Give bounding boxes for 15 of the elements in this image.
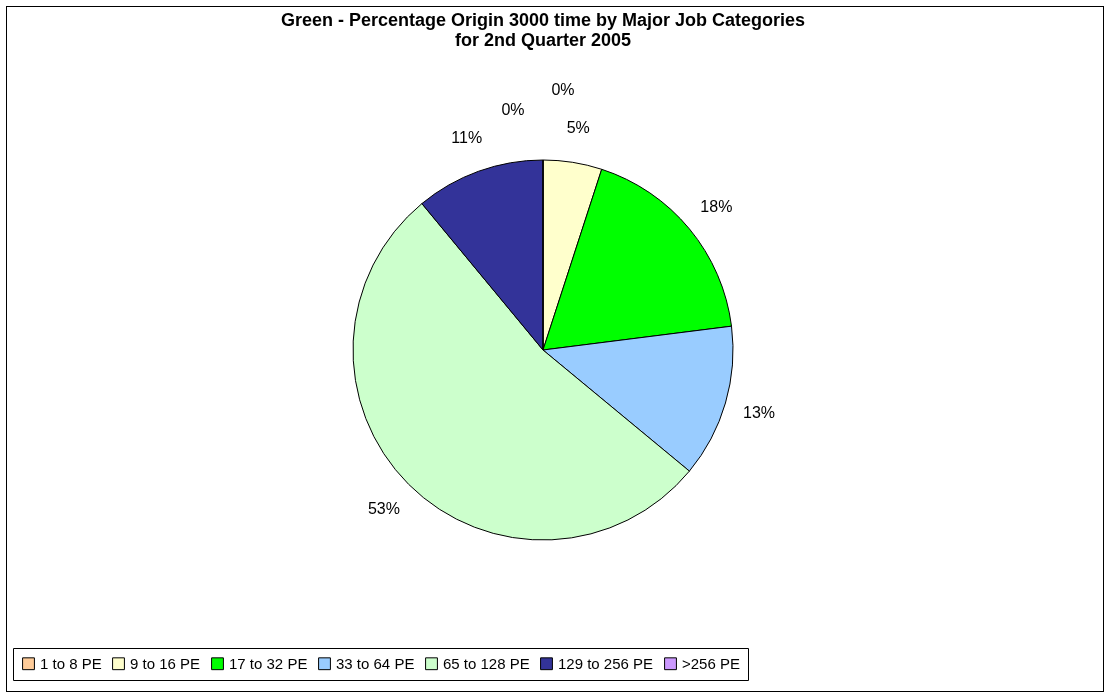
legend-label: 17 to 32 PE bbox=[229, 654, 308, 672]
legend-label: 129 to 256 PE bbox=[558, 654, 654, 672]
text: 0% bbox=[551, 81, 575, 98]
legend-label: 33 to 64 PE bbox=[336, 654, 415, 672]
legend-label: 65 to 128 PE bbox=[443, 654, 530, 672]
chart-title: Green - Percentage Origin 3000 time by Major Job Categories for 2nd Quarter 2005 bbox=[280, 10, 806, 50]
data-label: 53% bbox=[367, 500, 400, 518]
data-label: 18% bbox=[700, 197, 733, 215]
text: 0% bbox=[501, 101, 525, 118]
legend-label: >256 PE bbox=[682, 654, 740, 672]
data-label: 13% bbox=[743, 403, 776, 421]
data-label: 11% bbox=[451, 129, 483, 147]
legend-label: 9 to 16 PE bbox=[130, 654, 201, 672]
legend-label: 1 to 8 PE bbox=[40, 654, 102, 672]
data-label: 5% bbox=[566, 118, 590, 136]
